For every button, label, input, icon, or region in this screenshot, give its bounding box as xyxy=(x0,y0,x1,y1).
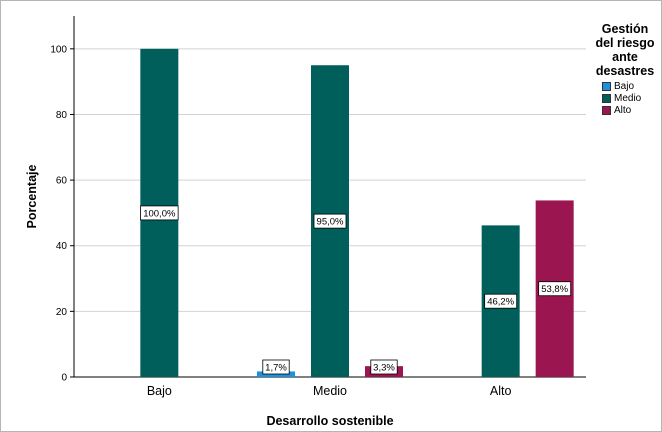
legend-swatch xyxy=(602,81,611,91)
legend-title: Gestión del riesgo ante desastres xyxy=(595,22,655,78)
legend-swatch xyxy=(602,93,611,103)
legend-label: Bajo xyxy=(614,80,635,92)
x-tick-label: Medio xyxy=(313,384,347,398)
legend-item-medio: Medio xyxy=(602,92,662,104)
data-label-box xyxy=(262,359,290,375)
data-label-box xyxy=(140,205,179,221)
data-label: 53,8% xyxy=(541,284,568,295)
data-label: 46,2% xyxy=(487,297,514,308)
y-tick-label: 100 xyxy=(50,44,67,55)
legend-item-bajo: Bajo xyxy=(602,80,662,92)
data-label-box xyxy=(370,359,398,375)
data-label: 95,0% xyxy=(317,217,344,228)
data-label: 100,0% xyxy=(143,208,176,219)
legend-items: Bajo Medio Alto xyxy=(588,80,662,116)
legend-label: Medio xyxy=(614,92,642,104)
y-tick-label: 40 xyxy=(56,241,68,252)
data-label-box xyxy=(538,281,572,297)
x-tick-label: Alto xyxy=(490,384,512,398)
data-label-box xyxy=(313,213,347,229)
y-tick-label: 0 xyxy=(61,373,67,384)
data-label: 3,3% xyxy=(373,363,395,374)
y-tick-label: 80 xyxy=(56,110,68,121)
y-axis-title: Porcentaje xyxy=(25,164,39,228)
legend-swatch xyxy=(602,105,611,115)
legend-label: Alto xyxy=(614,104,632,116)
y-tick-label: 20 xyxy=(56,307,68,318)
x-axis-title: Desarrollo sostenible xyxy=(266,414,393,428)
x-tick-label: Bajo xyxy=(147,384,172,398)
legend: Gestión del riesgo ante desastres Bajo Me… xyxy=(588,22,662,116)
data-label-box xyxy=(484,293,518,309)
legend-item-alto: Alto xyxy=(602,104,662,116)
y-tick-label: 60 xyxy=(56,176,68,187)
data-label: 1,7% xyxy=(265,363,287,374)
